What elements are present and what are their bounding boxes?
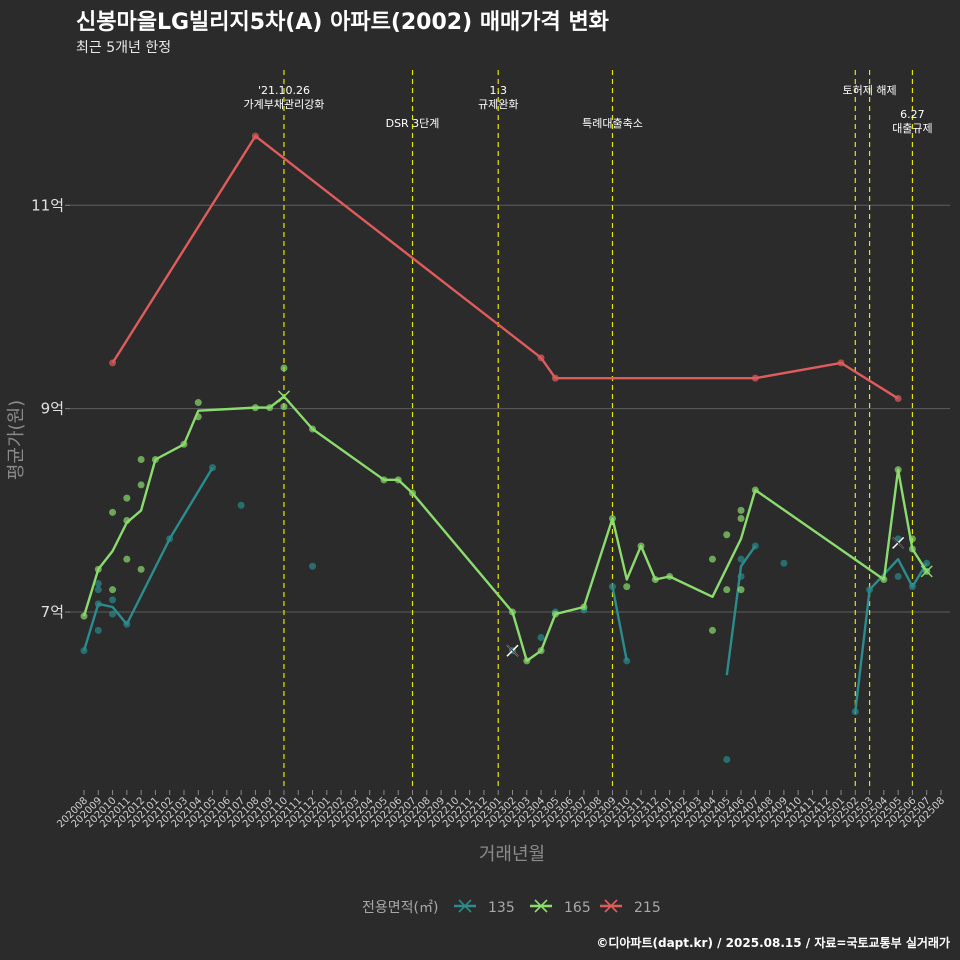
legend-label-135: 135 <box>488 900 515 916</box>
data-point-135 <box>737 555 745 563</box>
event-label: 토허제 해제 <box>843 83 897 97</box>
data-point-165 <box>708 555 716 563</box>
cross-stroke <box>506 644 519 657</box>
cross-stroke <box>277 390 290 403</box>
cross-stroke <box>892 537 905 549</box>
data-point-165 <box>708 626 716 634</box>
y-tick-label: 9억 <box>41 400 64 418</box>
event-label: 6.27 <box>900 108 925 121</box>
series-line-215 <box>111 134 899 400</box>
data-point-135 <box>237 501 245 509</box>
data-point-135 <box>537 633 545 641</box>
chart-subtitle: 최근 5개년 한정 <box>76 40 171 56</box>
data-point-165 <box>280 403 288 411</box>
chart-caption: ©디아파트(dapt.kr) / 2025.08.15 / 자료=국토교통부 실… <box>596 935 950 950</box>
data-point-135 <box>780 559 788 567</box>
data-point-165 <box>737 514 745 522</box>
legend: 전용면적(㎡) 135 165 215 <box>362 899 661 916</box>
data-point-165 <box>137 456 145 464</box>
data-point-165 <box>137 565 145 573</box>
data-point-135 <box>94 580 102 588</box>
series-line-165 <box>82 395 928 663</box>
data-point-165 <box>723 531 731 539</box>
event-label: 특례대출축소 <box>582 117 643 130</box>
event-label: 대출규제 <box>892 122 932 135</box>
data-point-165 <box>123 494 131 502</box>
cross-marker-135 <box>506 644 519 657</box>
data-point-135 <box>94 626 102 634</box>
cross-marker-165 <box>920 565 933 578</box>
data-point-165 <box>109 586 117 594</box>
event-label: 가계부채관리강화 <box>243 98 324 111</box>
legend-key-cross-215 <box>604 899 618 913</box>
series-line-135 <box>725 545 757 676</box>
legend-title: 전용면적(㎡) <box>362 900 438 916</box>
data-point-165 <box>737 586 745 594</box>
data-point-135 <box>894 572 902 580</box>
x-axis-label: 거래년월 <box>479 844 545 865</box>
y-axis: 7억 9억 11억 <box>31 196 70 621</box>
y-axis-label: 평균가(원) <box>6 400 27 480</box>
data-point-165 <box>137 481 145 489</box>
data-point-165 <box>280 364 288 372</box>
data-point-165 <box>737 506 745 514</box>
cross-marker-135 <box>892 536 905 549</box>
legend-label-165: 165 <box>564 900 591 916</box>
data-point-135 <box>109 610 117 618</box>
y-tick-label: 11억 <box>31 196 64 214</box>
data-point-135 <box>109 596 117 604</box>
event-label: 1.3 <box>489 84 507 97</box>
data-point-165 <box>109 508 117 516</box>
data-point-165 <box>194 399 202 407</box>
legend-key-cross-135 <box>458 899 472 913</box>
legend-key-cross-165 <box>534 899 548 913</box>
legend-label-215: 215 <box>634 900 661 916</box>
plot-area <box>80 132 933 763</box>
cross-marker-165 <box>277 390 290 403</box>
event-label: 규제완화 <box>478 98 518 111</box>
event-label: '21.10.26 <box>258 84 310 97</box>
data-point-135 <box>94 586 102 594</box>
chart-title: 신봉마을LG빌리지5차(A) 아파트(2002) 매매가격 변화 <box>76 10 609 35</box>
data-point-165 <box>623 583 631 591</box>
cross-stroke <box>920 565 933 578</box>
data-point-165 <box>723 586 731 594</box>
data-point-135 <box>309 562 317 570</box>
series-line-135 <box>611 586 628 662</box>
series-line-135 <box>854 558 928 712</box>
data-point-165 <box>123 555 131 563</box>
y-tick-label: 7억 <box>41 603 64 621</box>
data-point-135 <box>723 755 731 763</box>
series-line-135 <box>82 466 214 652</box>
event-label: DSR 3단계 <box>386 117 440 130</box>
